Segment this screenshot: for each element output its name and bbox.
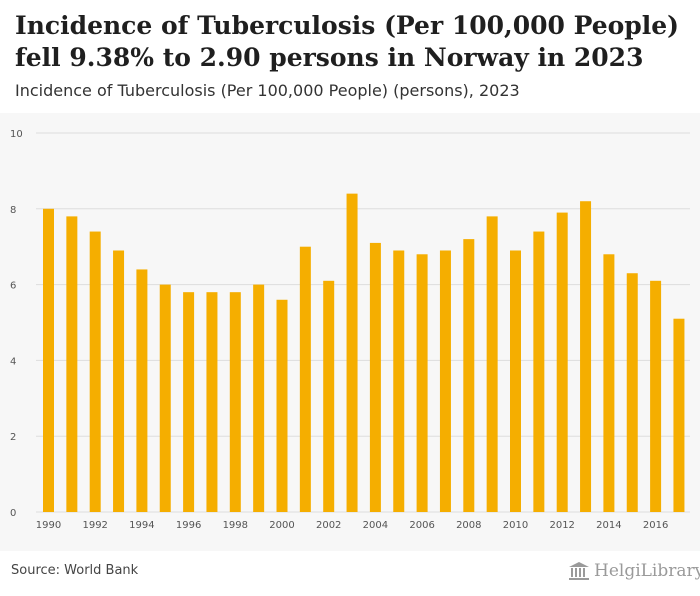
y-tick-label: 4	[10, 356, 16, 367]
x-tick-label: 1994	[129, 520, 154, 531]
bar-2005[interactable]	[393, 250, 405, 513]
x-tick-label: 2010	[503, 520, 528, 531]
bar-2003[interactable]	[346, 193, 358, 512]
logo-text: HelgiLibrary	[594, 561, 700, 581]
y-tick-label: 8	[10, 205, 16, 216]
x-tick-label: 2016	[643, 520, 668, 531]
bar-chart: 0 2 4 6 8 10 1990 1992 1994 1996 1998 2000 2002 2004…	[10, 129, 690, 531]
x-tick-label: 1990	[36, 520, 61, 531]
x-tick-label: 2012	[549, 520, 574, 531]
x-tick-label: 2002	[316, 520, 341, 531]
bar-2008[interactable]	[463, 239, 475, 512]
x-tick-label: 1998	[223, 520, 248, 531]
bar-1995[interactable]	[159, 284, 171, 512]
y-tick-label: 10	[10, 129, 23, 140]
bar-1992[interactable]	[89, 231, 101, 512]
bar-2001[interactable]	[299, 246, 311, 512]
bar-1990[interactable]	[43, 208, 54, 513]
bar-1999[interactable]	[253, 284, 265, 512]
bar-1998[interactable]	[229, 292, 241, 512]
y-axis-ticks: 0 2 4 6 8 10	[10, 129, 23, 519]
bar-2009[interactable]	[486, 216, 498, 512]
bar-2002[interactable]	[323, 280, 335, 512]
y-tick-label: 2	[10, 432, 16, 443]
gridlines	[36, 132, 690, 513]
bar-1996[interactable]	[183, 292, 195, 512]
chart-title: Incidence of Tuberculosis (Per 100,000 P…	[15, 11, 680, 72]
bar-1991[interactable]	[66, 216, 78, 512]
source-note: Source: World Bank	[11, 563, 139, 578]
bar-2016[interactable]	[650, 280, 662, 512]
bar-2011[interactable]	[533, 231, 545, 512]
x-tick-label: 2006	[409, 520, 434, 531]
x-tick-label: 1996	[176, 520, 201, 531]
bar-2017[interactable]	[673, 318, 685, 512]
bar-2006[interactable]	[416, 254, 428, 512]
x-tick-label: 1992	[82, 520, 107, 531]
bar-1997[interactable]	[206, 292, 218, 512]
bar-2004[interactable]	[369, 242, 381, 512]
bar-2014[interactable]	[603, 254, 615, 512]
x-tick-label: 2014	[596, 520, 621, 531]
y-tick-label: 0	[10, 508, 16, 519]
x-tick-label: 2000	[269, 520, 294, 531]
y-tick-label: 6	[10, 281, 16, 292]
bar-2000[interactable]	[276, 299, 288, 512]
bar-2012[interactable]	[556, 212, 568, 512]
bar-2013[interactable]	[580, 201, 592, 512]
bar-1994[interactable]	[136, 269, 148, 512]
bar-2007[interactable]	[439, 250, 451, 513]
x-tick-label: 2004	[363, 520, 388, 531]
bars	[43, 193, 685, 513]
chart-subtitle: Incidence of Tuberculosis (Per 100,000 P…	[15, 81, 520, 100]
bar-1993[interactable]	[113, 250, 125, 513]
library-building-icon	[569, 562, 589, 580]
x-axis-ticks: 1990 1992 1994 1996 1998 2000 2002 2004 2006 2008…	[36, 520, 669, 531]
x-tick-label: 2008	[456, 520, 481, 531]
chart-area: 0 2 4 6 8 10 1990 1992 1994 1996 1998 2000 2002 2004…	[0, 113, 700, 551]
helgi-library-logo[interactable]: HelgiLibrary	[568, 560, 700, 582]
bar-2015[interactable]	[626, 273, 638, 512]
bar-2010[interactable]	[510, 250, 521, 513]
